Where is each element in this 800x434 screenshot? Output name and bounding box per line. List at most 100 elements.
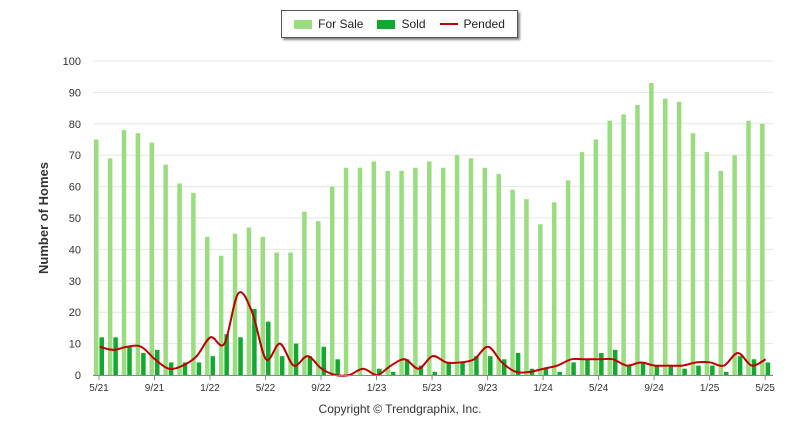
sold-bar[interactable] [571,362,576,375]
for-sale-bar[interactable] [316,221,321,375]
for-sale-bar[interactable] [205,236,210,375]
y-tick-label: 20 [69,307,81,319]
legend-item-for-sale[interactable]: For Sale [294,17,363,31]
for-sale-bar[interactable] [121,130,127,375]
sold-bar[interactable] [335,359,340,375]
sold-bar[interactable] [668,365,673,375]
for-sale-bar[interactable] [676,101,682,375]
sold-bar[interactable] [99,337,105,375]
for-sale-bar[interactable] [621,114,626,375]
sold-bar[interactable] [182,362,188,375]
sold-bar[interactable] [765,362,771,375]
sold-bar[interactable] [737,356,743,375]
for-sale-bar[interactable] [329,186,335,375]
sold-bar[interactable] [377,368,382,375]
sold-bar[interactable] [612,349,618,375]
for-sale-bar[interactable] [440,167,446,375]
sold-bar[interactable] [654,365,660,375]
for-sale-bar[interactable] [260,236,266,375]
legend-item-sold[interactable]: Sold [377,17,426,31]
sold-bar[interactable] [293,343,299,375]
for-sale-bar[interactable] [482,167,488,375]
for-sale-bar[interactable] [94,139,99,376]
sold-bar[interactable] [640,362,646,375]
for-sale-bar[interactable] [413,167,418,375]
sold-bar[interactable] [585,359,590,375]
sold-bar[interactable] [682,368,687,375]
sold-bar[interactable] [113,337,118,375]
x-tick-label: 1/25 [700,383,720,394]
for-sale-bar[interactable] [551,202,557,375]
for-sale-bar[interactable] [593,139,599,376]
for-sale-bar[interactable] [357,167,363,375]
sold-bar[interactable] [321,346,327,375]
for-sale-bar[interactable] [191,192,196,375]
for-sale-bar[interactable] [760,123,765,375]
sold-bar[interactable] [751,359,757,375]
for-sale-bar[interactable] [524,199,529,375]
for-sale-bar[interactable] [427,161,432,375]
for-sale-bar[interactable] [579,152,585,375]
for-sale-bar[interactable] [635,104,640,376]
for-sale-bar[interactable] [302,211,307,375]
sold-bar[interactable] [224,334,229,375]
for-sale-bar[interactable] [399,170,404,375]
sold-bar[interactable] [446,362,451,375]
sold-bar[interactable] [488,356,493,375]
for-sale-bar[interactable] [149,142,155,375]
sold-bar[interactable] [599,353,604,375]
for-sale-bar[interactable] [385,170,390,375]
for-sale-bar[interactable] [218,255,224,375]
for-sale-bar[interactable] [163,164,168,375]
for-sale-bar[interactable] [746,120,751,375]
y-axis-ticks: 0 10 20 30 40 50 60 70 80 90 100 [63,56,81,382]
sold-bar[interactable] [501,359,507,375]
sold-bar[interactable] [307,356,313,375]
for-sale-bar[interactable] [288,252,293,375]
for-sale-bar[interactable] [690,133,696,375]
for-sale-bar[interactable] [732,155,737,375]
sold-bar[interactable] [696,365,701,375]
x-tick-label: 9/24 [644,383,664,394]
y-tick-label: 30 [69,276,81,288]
sold-bar[interactable] [723,371,729,375]
for-sale-bar[interactable] [607,120,612,375]
sold-bar[interactable] [515,353,521,375]
for-sale-bar[interactable] [649,82,654,375]
for-sale-bar[interactable] [454,155,460,375]
for-sale-bar[interactable] [274,252,279,375]
for-sale-bar[interactable] [718,170,723,375]
sold-bar[interactable] [196,362,202,375]
sold-bar[interactable] [557,371,562,375]
for-sale-bar[interactable] [246,227,252,375]
sold-bar[interactable] [390,371,396,375]
for-sale-bar[interactable] [538,224,543,375]
for-sale-bar[interactable] [704,152,710,375]
sold-bar[interactable] [266,321,271,375]
for-sale-bar[interactable] [107,158,113,375]
for-sale-bar[interactable] [565,180,571,375]
sold-bar[interactable] [141,353,146,375]
for-sale-bar[interactable] [371,161,377,375]
for-sale-bar[interactable] [510,189,515,375]
sold-bar[interactable] [238,337,243,375]
sold-bar[interactable] [127,346,132,375]
sold-bar[interactable] [418,365,424,375]
sold-bar[interactable] [404,359,410,375]
for-sale-bar[interactable] [468,158,474,375]
sold-bar[interactable] [252,309,257,375]
sold-bar[interactable] [210,356,216,375]
sold-bar[interactable] [543,368,549,375]
for-sale-bar[interactable] [662,98,668,376]
sold-bar[interactable] [474,356,479,375]
sold-bar[interactable] [710,365,715,375]
sold-bar[interactable] [460,362,465,375]
sold-bar[interactable] [626,365,632,375]
for-sale-bar[interactable] [343,167,349,375]
sold-bar[interactable] [432,371,438,375]
legend-item-pended[interactable]: Pended [439,17,505,31]
sold-bar[interactable] [279,356,285,375]
for-sale-bar[interactable] [496,174,501,375]
for-sale-bar[interactable] [135,133,141,375]
for-sale-bar[interactable] [177,183,182,375]
